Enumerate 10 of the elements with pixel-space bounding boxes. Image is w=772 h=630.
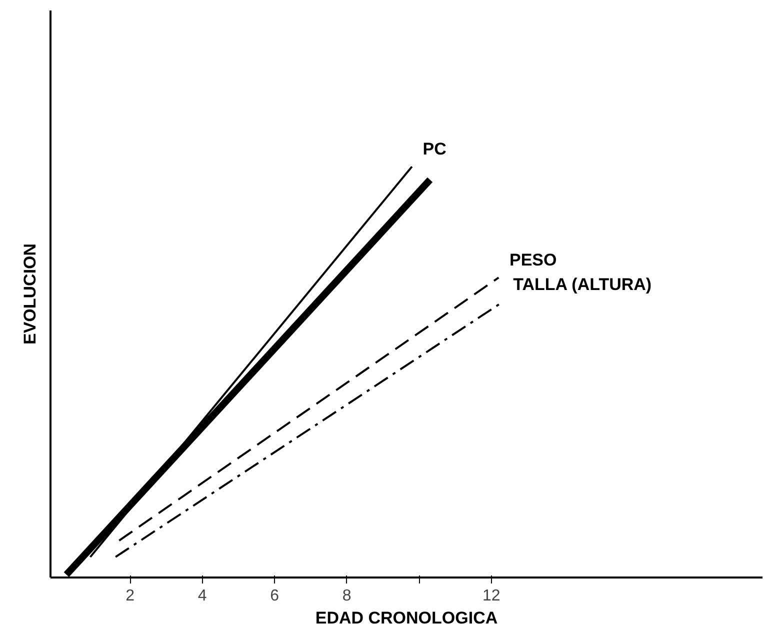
- x-tick-label: 2: [126, 588, 135, 604]
- x-axis-title: EDAD CRONOLOGICA: [315, 608, 498, 628]
- x-tick-label: 12: [482, 588, 500, 604]
- series-label: TALLA (ALTURA): [513, 275, 652, 294]
- series-label: PESO: [510, 250, 557, 270]
- x-tick-label: 6: [270, 588, 280, 604]
- x-tick-label: 8: [342, 588, 352, 604]
- x-tick-label: 4: [198, 588, 207, 604]
- series-label: PC: [422, 139, 446, 158]
- y-axis-title: EVOLUCION: [20, 243, 40, 345]
